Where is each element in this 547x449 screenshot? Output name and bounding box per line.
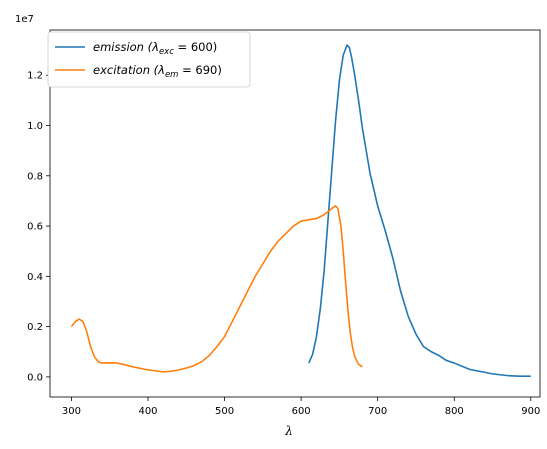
- x-tick-label: 800: [445, 406, 464, 417]
- series-line-0: [308, 44, 531, 377]
- x-tick-label: 600: [292, 406, 311, 417]
- legend-box: [47, 31, 251, 88]
- legend-excitation-subscript: em: [165, 70, 179, 80]
- y-tick-label: 1.2: [27, 71, 43, 82]
- y-tick-label: 0.0: [27, 372, 43, 383]
- series-layer: [70, 44, 531, 377]
- legend-excitation-value: = 690): [178, 63, 221, 77]
- y-tick-label: 0.2: [27, 322, 43, 333]
- legend-emission-value: = 600): [174, 40, 217, 54]
- legend-emission-text: emission (: [93, 40, 153, 54]
- x-tick-label: 500: [215, 406, 234, 417]
- plot-area: [50, 30, 540, 397]
- x-ticks: 300 400 500 600 700 800 900: [62, 397, 540, 417]
- legend-emission-subscript: exc: [159, 47, 174, 57]
- x-tick-label: 700: [368, 406, 387, 417]
- x-tick-label: 900: [521, 406, 540, 417]
- legend-excitation-text: excitation (: [93, 63, 159, 77]
- series-line-1: [70, 205, 363, 373]
- legend: emission (λexc = 600) excitation (λem = …: [47, 31, 251, 88]
- x-axis-label: λ: [284, 424, 293, 438]
- y-tick-label: 0.8: [27, 171, 43, 182]
- plot-frame: [49, 29, 541, 398]
- x-tick-label: 300: [62, 406, 81, 417]
- x-tick-label: 400: [138, 406, 157, 417]
- y-tick-label: 1.0: [27, 121, 43, 132]
- legend-label-excitation: excitation (λem = 690): [93, 63, 222, 80]
- y-tick-label: 0.4: [27, 272, 43, 283]
- y-ticks: 0.0 0.2 0.4 0.6 0.8 1.0 1.2: [27, 71, 50, 383]
- legend-excitation-lambda: λ: [157, 63, 165, 77]
- y-tick-label: 0.6: [27, 222, 43, 233]
- y-offset-text: 1e7: [15, 14, 34, 25]
- legend-emission-lambda: λ: [151, 40, 159, 54]
- legend-label-emission: emission (λexc = 600): [93, 40, 217, 57]
